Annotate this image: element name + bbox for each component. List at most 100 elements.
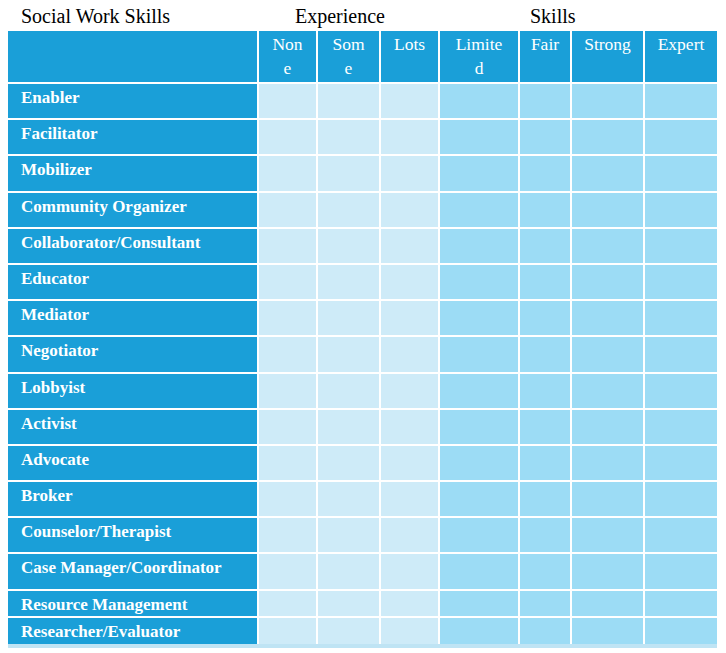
row-label: Researcher/Evaluator [8,618,257,644]
table-cell [572,618,643,644]
table-cell [440,618,518,644]
table-cell [381,265,438,299]
skills-matrix-table: Non e Som e Lots Limite d Fair Strong Ex… [8,31,717,644]
table-cell [318,518,379,552]
table-cell [440,156,518,190]
column-header-expert: Expert [645,31,717,82]
row-label: Lobbyist [8,374,257,408]
table-cell [318,301,379,335]
table-cell [318,156,379,190]
table-cell [572,265,643,299]
table-cell [259,410,316,444]
corner-cell [8,31,257,82]
table-cell [520,193,570,227]
table-cell [572,410,643,444]
table-cell [645,410,717,444]
table-cell [318,337,379,371]
table-cell [318,229,379,263]
table-cell [318,84,379,118]
table-cell [381,301,438,335]
table-cell [259,374,316,408]
table-cell [520,120,570,154]
table-cell [572,374,643,408]
table-cell [318,554,379,588]
table-cell [318,193,379,227]
table-cell [318,482,379,516]
table-cell [572,84,643,118]
table-cell [259,156,316,190]
table-cell [259,301,316,335]
table-cell [259,618,316,644]
table-cell [645,120,717,154]
table-cell [520,618,570,644]
table-cell [440,482,518,516]
table-cell [645,554,717,588]
row-label: Resource Management [8,591,257,617]
table-cell [318,120,379,154]
table-cell [520,482,570,516]
table-cell [381,337,438,371]
table-cell [645,337,717,371]
table-cell [440,337,518,371]
row-label: Enabler [8,84,257,118]
table-cell [318,265,379,299]
table-cell [259,482,316,516]
table-cell [572,193,643,227]
table-cell [572,156,643,190]
table-cell [381,591,438,617]
row-label: Educator [8,265,257,299]
table-cell [318,446,379,480]
experience-group-heading: Experience [295,3,385,29]
table-cell [520,374,570,408]
column-header-lots: Lots [381,31,438,82]
table-cell [645,446,717,480]
table-cell [259,193,316,227]
table-cell [440,410,518,444]
table-cell [520,554,570,588]
table-cell [440,120,518,154]
table-cell [440,229,518,263]
table-cell [572,591,643,617]
table-cell [318,374,379,408]
table-cell [259,84,316,118]
table-cell [318,618,379,644]
table-cell [440,591,518,617]
table-cell [520,156,570,190]
table-cell [381,618,438,644]
table-cell [645,301,717,335]
column-header-fair: Fair [520,31,570,82]
table-cell [381,193,438,227]
table-cell [572,229,643,263]
table-cell [440,265,518,299]
table-bottom-border [8,644,717,648]
table-cell [259,591,316,617]
row-label: Activist [8,410,257,444]
table-cell [440,518,518,552]
column-header-none: Non e [259,31,316,82]
row-label: Community Organizer [8,193,257,227]
table-cell [381,229,438,263]
table-cell [440,446,518,480]
table-cell [645,193,717,227]
row-label: Negotiator [8,337,257,371]
table-cell [440,193,518,227]
row-label: Case Manager/Coordinator [8,554,257,588]
table-cell [645,84,717,118]
table-cell [381,84,438,118]
table-cell [520,410,570,444]
table-cell [259,518,316,552]
column-header-limited: Limite d [440,31,518,82]
table-cell [381,120,438,154]
table-cell [259,265,316,299]
table-cell [440,374,518,408]
skills-group-heading: Skills [530,3,576,29]
table-cell [572,337,643,371]
table-cell [520,229,570,263]
table-cell [259,229,316,263]
table-cell [440,301,518,335]
row-label: Advocate [8,446,257,480]
column-header-strong: Strong [572,31,643,82]
table-cell [381,554,438,588]
table-cell [440,84,518,118]
row-label: Mediator [8,301,257,335]
